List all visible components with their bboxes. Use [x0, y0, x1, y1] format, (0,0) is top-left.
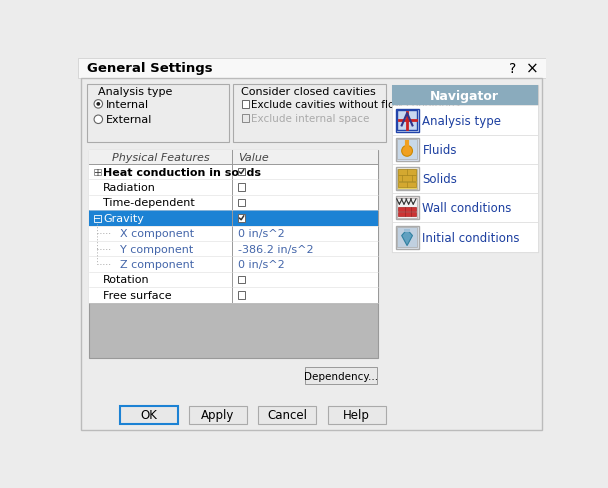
Bar — [392, 135, 538, 164]
Circle shape — [94, 116, 103, 124]
Bar — [94, 169, 100, 176]
Circle shape — [94, 101, 103, 109]
Text: Help: Help — [343, 408, 370, 422]
Bar — [397, 227, 417, 247]
Text: Value: Value — [238, 153, 268, 163]
Bar — [258, 406, 316, 425]
Text: 0 in/s^2: 0 in/s^2 — [238, 229, 285, 239]
Circle shape — [402, 146, 412, 157]
Bar — [398, 212, 416, 216]
Text: External: External — [106, 115, 153, 125]
Text: Z component: Z component — [120, 260, 194, 269]
Bar — [189, 406, 247, 425]
Text: Apply: Apply — [201, 408, 235, 422]
Text: ?: ? — [509, 61, 516, 76]
Text: Free surface: Free surface — [103, 290, 171, 300]
Bar — [89, 272, 378, 287]
Bar — [78, 59, 545, 79]
Polygon shape — [402, 230, 412, 246]
Bar — [89, 151, 378, 303]
Bar — [89, 211, 378, 226]
Text: Solids: Solids — [423, 173, 457, 186]
Bar — [398, 176, 416, 182]
Bar — [238, 184, 246, 191]
Text: ×: × — [525, 61, 538, 76]
Bar — [404, 230, 410, 232]
Text: Cancel: Cancel — [268, 408, 308, 422]
Bar — [392, 86, 538, 252]
Text: Rotation: Rotation — [103, 275, 150, 285]
Bar — [392, 164, 538, 194]
Bar — [89, 180, 378, 195]
Text: General Settings: General Settings — [87, 62, 212, 75]
Bar — [89, 151, 378, 164]
Bar — [241, 115, 249, 122]
Bar — [238, 168, 246, 176]
Text: Dependency...: Dependency... — [304, 371, 378, 381]
Text: +: + — [93, 168, 101, 178]
Bar — [89, 287, 378, 303]
Bar — [396, 139, 419, 162]
Bar — [89, 195, 378, 211]
Bar — [87, 85, 229, 143]
Text: Consider closed cavities: Consider closed cavities — [241, 86, 376, 97]
Text: Heat conduction in solids: Heat conduction in solids — [103, 167, 261, 177]
Bar — [241, 101, 249, 108]
Text: Exclude cavities without flow conditions: Exclude cavities without flow conditions — [250, 100, 460, 110]
Text: X component: X component — [120, 229, 194, 239]
Text: Initial conditions: Initial conditions — [423, 231, 520, 244]
Bar — [89, 164, 378, 180]
Bar — [398, 183, 416, 188]
Text: Internal: Internal — [106, 100, 149, 110]
Bar — [397, 111, 417, 131]
Bar — [328, 406, 385, 425]
Bar — [120, 406, 178, 425]
Bar — [89, 242, 378, 257]
Bar — [89, 303, 378, 358]
Bar — [238, 291, 246, 299]
Text: Fluids: Fluids — [423, 143, 457, 157]
Text: Analysis type: Analysis type — [97, 86, 172, 97]
Bar — [396, 226, 419, 249]
Bar — [305, 367, 377, 385]
Text: Radiation: Radiation — [103, 183, 156, 193]
Bar — [238, 215, 246, 222]
Bar — [396, 197, 419, 220]
Text: −: − — [93, 214, 101, 224]
Text: Physical Features: Physical Features — [112, 153, 210, 163]
Bar — [94, 215, 100, 222]
Bar — [397, 199, 417, 219]
Bar — [238, 199, 246, 207]
Bar — [392, 194, 538, 223]
Bar — [392, 86, 538, 106]
Bar — [238, 276, 246, 284]
Bar — [233, 85, 385, 143]
Text: Wall conditions: Wall conditions — [423, 202, 512, 215]
Bar — [89, 257, 378, 272]
Bar — [398, 170, 416, 175]
Text: Navigator: Navigator — [430, 90, 499, 102]
Text: 0 in/s^2: 0 in/s^2 — [238, 260, 285, 269]
Bar — [397, 169, 417, 189]
Text: Time-dependent: Time-dependent — [103, 198, 195, 208]
Bar — [392, 106, 538, 135]
Text: -386.2 in/s^2: -386.2 in/s^2 — [238, 244, 313, 254]
Bar — [392, 223, 538, 252]
Circle shape — [97, 103, 100, 106]
Text: Exclude internal space: Exclude internal space — [250, 114, 369, 123]
Bar — [396, 109, 419, 132]
Text: Y component: Y component — [120, 244, 193, 254]
Text: Analysis type: Analysis type — [423, 114, 502, 127]
Bar — [397, 140, 417, 160]
Text: Gravity: Gravity — [103, 213, 144, 224]
Bar — [89, 226, 378, 242]
Bar — [396, 168, 419, 191]
Bar — [398, 207, 416, 211]
Text: OK: OK — [140, 408, 157, 422]
